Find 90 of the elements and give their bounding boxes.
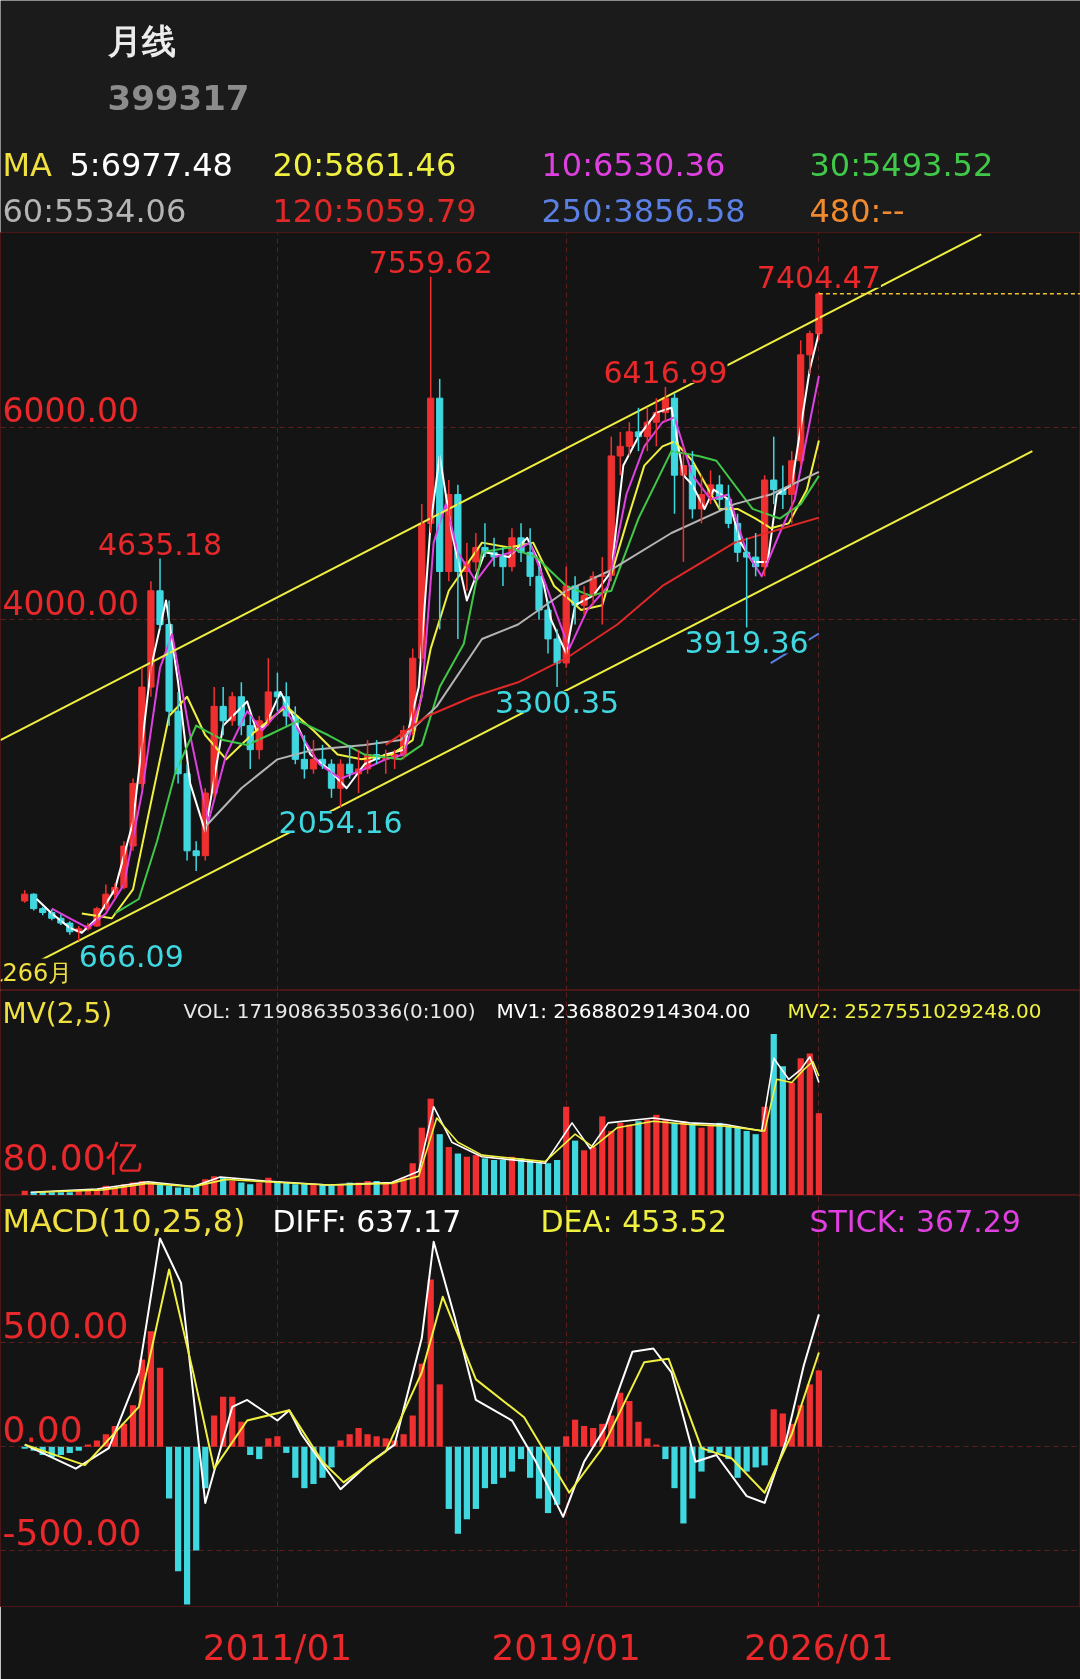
bar (292, 1184, 299, 1195)
bar (563, 1106, 570, 1195)
bar (238, 1182, 245, 1195)
bar (328, 1185, 335, 1195)
bar (698, 1127, 705, 1195)
bar (734, 1127, 741, 1195)
annotation: 6416.99 (603, 354, 728, 390)
bar (779, 1066, 786, 1195)
text: 5:6977.48 (69, 145, 233, 184)
text: 30:5493.52 (809, 145, 994, 184)
bar (599, 1116, 606, 1195)
bar (716, 1122, 723, 1195)
annotation: 3300.35 (495, 685, 620, 721)
bar (66, 1192, 73, 1195)
legend-title: MA (2, 145, 53, 184)
bar (445, 1147, 452, 1195)
bar (590, 1147, 597, 1195)
annotation: STICK: 367.29 (809, 1203, 1021, 1239)
bar (490, 1159, 498, 1195)
bar (680, 1121, 687, 1195)
annotation: 3919.36 (684, 625, 809, 661)
bar (472, 1155, 479, 1195)
legend-label: 480:-- (809, 191, 905, 230)
bar (743, 1130, 750, 1195)
bar (499, 1159, 507, 1195)
bar (310, 1184, 317, 1195)
y-tick-label: 4000.00 (2, 583, 139, 623)
annotation: 4635.18 (97, 526, 223, 562)
text: MV1: 2368802914304.00 (496, 998, 751, 1023)
bar (797, 1058, 804, 1195)
text: VOL: 1719086350336(0:100) (183, 998, 476, 1023)
bar (454, 1153, 461, 1195)
text: 20:5861.46 (272, 145, 457, 184)
bar (481, 1158, 489, 1195)
annotation: 666.09 (78, 938, 184, 974)
chart-title: 月线 (106, 20, 176, 61)
annotation: 266月 (2, 958, 73, 987)
bar (391, 1182, 398, 1195)
y-tick-label: 6000.00 (2, 391, 139, 431)
x-tick-label: 2019/01 (491, 1626, 641, 1668)
bar (725, 1126, 732, 1195)
chart-subtitle: 399317 (107, 78, 250, 118)
text: 120:5059.79 (272, 191, 477, 230)
bar (707, 1124, 714, 1195)
y-tick-label: -500.00 (2, 1512, 142, 1554)
bar (815, 1113, 823, 1195)
bar (752, 1134, 759, 1195)
bar (653, 1114, 660, 1195)
bar (174, 1187, 182, 1195)
bar (463, 1156, 470, 1195)
bar (247, 1184, 254, 1195)
bar (57, 1192, 64, 1195)
bar (156, 1184, 164, 1195)
legend-title: MACD(10,25,8) (2, 1201, 246, 1240)
annotation: 80.00亿 (2, 1136, 142, 1178)
text: 250:3856.58 (541, 191, 746, 230)
annotation: 7404.47 (756, 259, 881, 295)
text: MV2: 2527551029248.00 (787, 998, 1042, 1023)
bar (671, 1122, 678, 1195)
text: DEA: 453.52 (540, 1203, 728, 1239)
annotation: 7559.62 (368, 244, 493, 280)
bar (535, 1163, 543, 1195)
bar (571, 1140, 579, 1195)
series-label: DIFF: 637.17 (272, 1203, 462, 1239)
bar (553, 1159, 561, 1195)
bar (580, 1150, 588, 1195)
bar (183, 1187, 191, 1195)
annotation: 2054.16 (278, 805, 403, 841)
y-tick-label: 0.00 (2, 1408, 83, 1450)
x-tick-label: 2011/01 (202, 1626, 353, 1668)
bar (544, 1163, 552, 1195)
bar (165, 1185, 173, 1195)
bar (662, 1119, 669, 1195)
bar (608, 1130, 615, 1195)
bar (617, 1122, 624, 1195)
bar (788, 1082, 795, 1195)
text: 60:5534.06 (2, 191, 187, 230)
bar (626, 1124, 633, 1195)
legend-title: MV(2,5) (2, 996, 113, 1030)
y-tick-label: 500.00 (2, 1304, 129, 1346)
bar (806, 1053, 813, 1195)
x-tick-label: 2026/01 (744, 1626, 894, 1668)
bar (301, 1184, 308, 1195)
bar (644, 1119, 651, 1195)
bar (229, 1180, 236, 1195)
bar (436, 1134, 443, 1195)
text: 10:6530.36 (541, 145, 726, 184)
bar (256, 1182, 263, 1195)
bar (635, 1121, 642, 1195)
bar (689, 1124, 696, 1195)
